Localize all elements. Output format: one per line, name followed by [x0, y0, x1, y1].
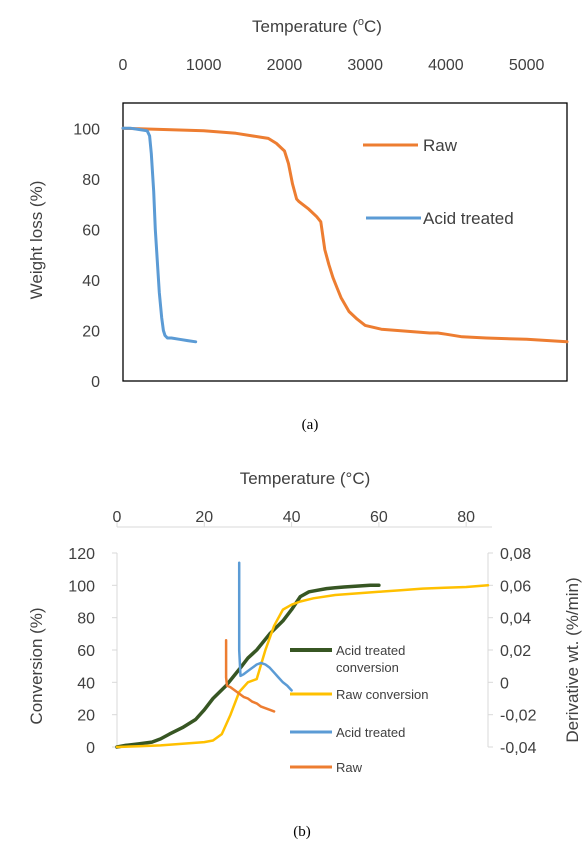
legend-label-acid-treated: Acid treated — [336, 725, 405, 740]
panel-b-x-tick-label: 80 — [457, 509, 475, 526]
panel-b-y-tick-label: 0 — [86, 740, 95, 757]
panel-b-x-axis-title: Temperature (°C) — [240, 469, 371, 488]
panel-a-x-tick-label: 3000 — [347, 57, 383, 74]
series-line-acid-treated — [237, 561, 293, 692]
panel-a-y-tick-label: 100 — [73, 121, 100, 138]
panel-a-chart: Temperature (oC) 0 1000 2000 3000 4000 5000 0… — [27, 16, 569, 433]
panel-a-plot-frame — [122, 102, 568, 382]
panel-a-y-tick-label: 0 — [91, 374, 100, 391]
panel-a-x-tick-labels: 0 1000 2000 3000 4000 5000 — [119, 57, 545, 74]
panel-a-series — [121, 126, 569, 344]
panel-b-right-y-tick-label: -0,02 — [500, 708, 537, 725]
legend-label-raw: Raw — [423, 136, 458, 155]
panel-b-y-tick-label: 60 — [77, 643, 95, 660]
panel-a-y-axis-title: Weight loss (%) — [27, 181, 46, 300]
legend-label-raw: Raw — [336, 760, 363, 775]
panel-b-y-tick-label: 80 — [77, 611, 95, 628]
panel-b-caption: (b) — [293, 824, 311, 840]
panel-a-y-tick-label: 80 — [82, 172, 100, 189]
panel-a-x-tick-label: 4000 — [428, 57, 464, 74]
series-line-raw-conversion — [115, 584, 490, 749]
panel-b-y-tick-labels: 0 20 40 60 80 100 120 — [68, 546, 95, 757]
panel-b-right-y-tick-label: 0,08 — [500, 546, 531, 563]
panel-b-x-tick-label: 20 — [195, 509, 213, 526]
panel-a-x-tick-label: 2000 — [267, 57, 303, 74]
panel-a-x-tick-label: 5000 — [509, 57, 545, 74]
panel-b-x-tick-labels: 0 20 40 60 80 — [113, 509, 476, 526]
panel-b-right-y-tick-label: 0,04 — [500, 611, 531, 628]
legend-label-raw-conversion: Raw conversion — [336, 687, 429, 702]
legend-label-acid-treated-conversion: Acid treated conversion — [336, 643, 405, 675]
panel-a-caption: (a) — [302, 417, 319, 433]
series-line-acid-treated — [121, 126, 198, 344]
panel-a-y-tick-label: 20 — [82, 323, 100, 340]
panel-a-x-tick-label: 1000 — [186, 57, 222, 74]
panel-b-right-y-tick-label: -0,04 — [500, 740, 537, 757]
panel-b-y-tick-label: 20 — [77, 708, 95, 725]
panel-b-chart: Temperature (°C) 0 20 40 60 80 0 20 40 60 80 100 1… — [27, 469, 582, 840]
panel-b-right-y-tick-label: 0,02 — [500, 643, 531, 660]
panel-b-series — [115, 561, 490, 749]
panel-b-x-tick-label: 0 — [113, 509, 122, 526]
panel-b-y-tick-label: 120 — [68, 546, 95, 563]
legend-label-acid-treated: Acid treated — [423, 209, 514, 228]
series-line-raw — [224, 639, 276, 713]
panel-b-right-y-tick-label: 0,06 — [500, 578, 531, 595]
panel-b-x-tick-label: 40 — [283, 509, 301, 526]
panel-a-x-axis-title: Temperature (oC) — [252, 16, 382, 36]
panel-a-legend: Raw Acid treated — [363, 136, 514, 228]
panel-b-y-axis-title: Conversion (%) — [27, 607, 46, 724]
panel-a-x-tick-label: 0 — [119, 57, 128, 74]
series-line-raw — [121, 126, 569, 344]
panel-b-axis-tick-marks — [112, 522, 493, 748]
panel-b-legend: Acid treated conversion Raw conversion Ac… — [290, 643, 429, 775]
panel-b-y-tick-label: 40 — [77, 675, 95, 692]
panel-a-y-tick-label: 40 — [82, 273, 100, 290]
panel-a-y-tick-labels: 0 20 40 60 80 100 — [73, 121, 100, 391]
panel-b-right-y-tick-labels: -0,04 -0,02 0 0,02 0,04 0,06 0,08 — [500, 546, 537, 757]
series-line-acid-treated-conversion — [115, 583, 381, 749]
panel-a-y-tick-label: 60 — [82, 222, 100, 239]
panel-b-x-tick-label: 60 — [370, 509, 388, 526]
panel-b-right-y-tick-label: 0 — [500, 675, 509, 692]
panel-b-y-tick-label: 100 — [68, 578, 95, 595]
panel-b-right-y-axis-title: Derivative wt. (%/min) — [563, 577, 582, 742]
